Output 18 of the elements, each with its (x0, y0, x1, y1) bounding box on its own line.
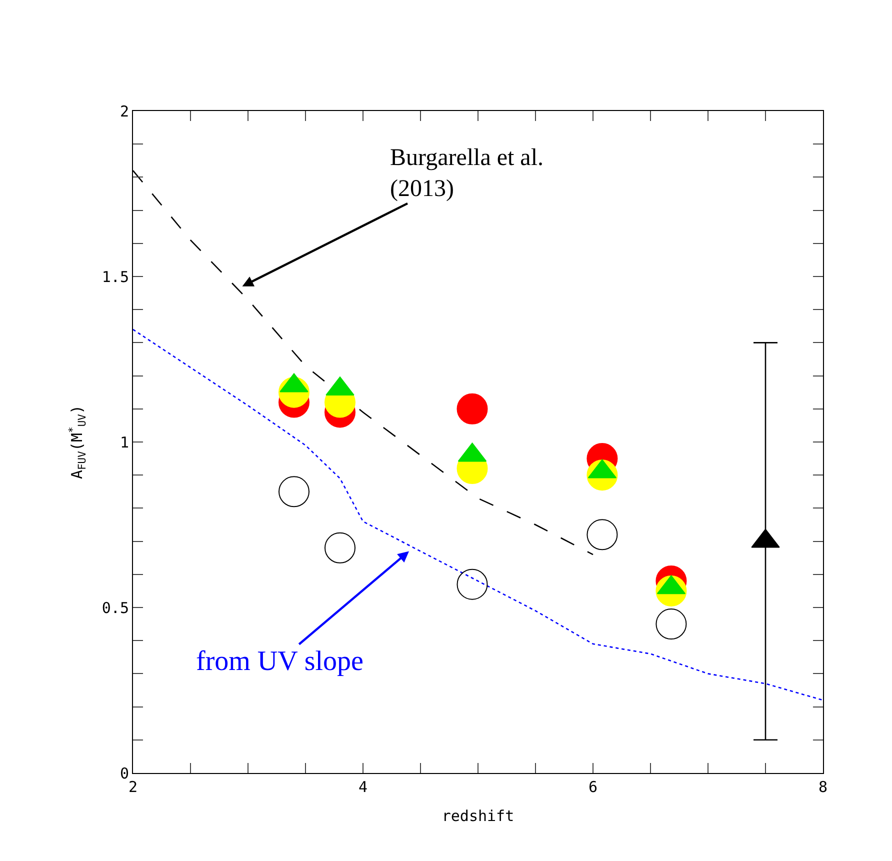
point (656, 608, 687, 640)
x-axis-title: redshift (442, 807, 514, 825)
point (456, 393, 488, 424)
annotation: Burgarella et al. (2013) (390, 145, 544, 202)
y-tick-label: 1 (120, 433, 129, 452)
annotation: from UV slope (196, 646, 364, 677)
x-tick-label: 8 (818, 778, 828, 796)
y-tick-label: 0 (120, 764, 129, 782)
point (278, 476, 310, 508)
line-series (133, 328, 823, 701)
x-tick-label: 6 (588, 778, 598, 796)
y-tick-label: 1.5 (102, 268, 129, 286)
y-tick-label: 0.5 (102, 598, 129, 617)
point (456, 568, 488, 600)
point (324, 532, 356, 564)
x-tick-label: 4 (358, 778, 368, 796)
y-tick-label: 2 (120, 102, 129, 120)
point (586, 519, 618, 550)
